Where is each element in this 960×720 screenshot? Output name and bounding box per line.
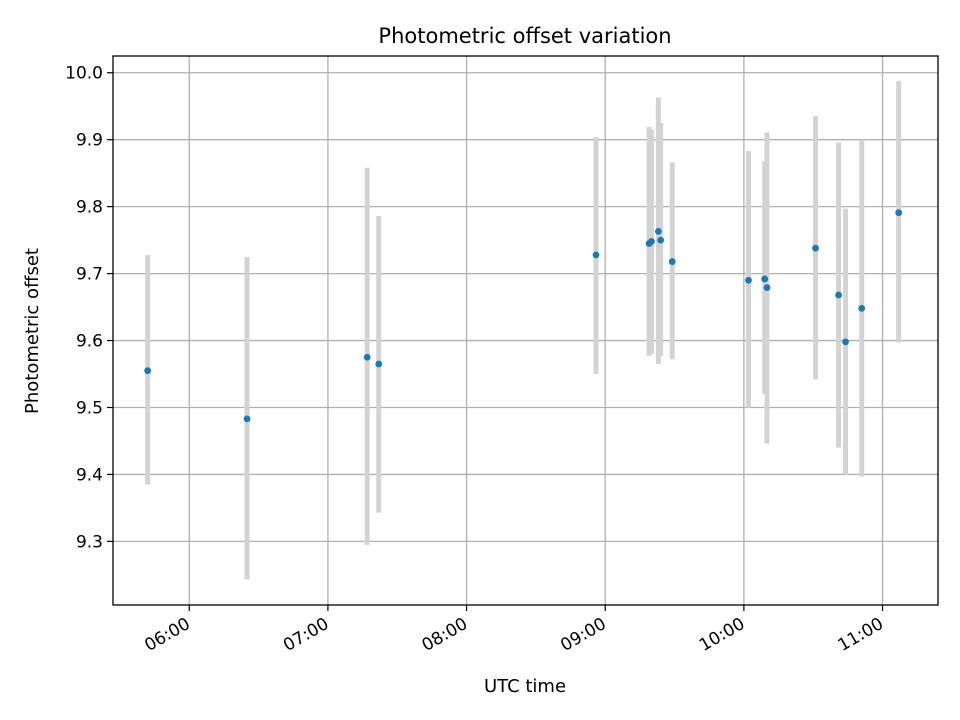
data-point [761,275,769,283]
data-point [745,276,752,284]
y-tick-label: 9.9 [76,131,103,151]
y-tick-label: 10.0 [65,64,103,84]
data-point [858,305,866,312]
data-point [657,236,665,244]
data-point [375,360,383,368]
data-point [895,209,903,217]
data-points [144,209,903,423]
data-point [243,415,251,423]
x-axis-label: UTC time [484,676,566,697]
chart-title: Photometric offset variation [378,24,671,48]
data-point [668,258,676,265]
y-axis-label: Photometric offset [22,248,43,414]
data-point [648,238,655,245]
data-point [763,284,771,292]
data-point [654,228,662,235]
data-point [144,367,152,375]
plot-frame [112,55,939,606]
data-point [363,353,371,361]
y-tick-label: 9.8 [76,198,103,218]
grid-lines [113,56,938,605]
data-point [835,291,843,299]
data-point [842,338,849,346]
y-tick-label: 9.6 [76,332,103,352]
y-tick-label: 9.5 [76,398,103,418]
data-point [592,251,600,259]
y-tick-label: 9.3 [76,532,103,552]
y-tick-label: 9.7 [76,265,103,285]
y-tick-label: 9.4 [76,465,103,485]
y-ticks: 9.3 9.4 9.5 9.6 9.7 9.8 9.9 10.0 [65,64,113,552]
data-point [812,244,819,252]
